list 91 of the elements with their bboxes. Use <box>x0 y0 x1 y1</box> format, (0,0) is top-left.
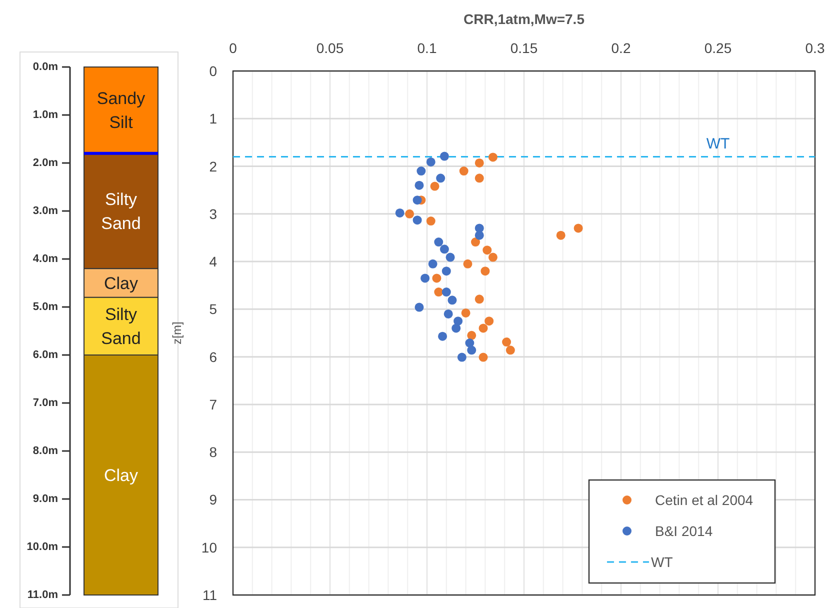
y-tick-label: 11 <box>202 587 218 603</box>
point <box>416 166 426 176</box>
point <box>444 309 453 318</box>
y-tick-label: 6 <box>209 348 218 365</box>
point <box>438 332 448 341</box>
point <box>430 182 440 191</box>
y-tick-label: 3.0m <box>32 205 58 217</box>
point <box>452 324 461 333</box>
point <box>465 338 474 348</box>
point <box>426 157 436 166</box>
point <box>432 274 442 283</box>
legend-label: B&I 2014 <box>655 523 713 539</box>
point <box>474 158 484 168</box>
point <box>506 346 515 355</box>
point <box>471 238 480 247</box>
y-tick-label: 3 <box>209 206 218 222</box>
point <box>467 346 476 355</box>
y-tick-label: 8 <box>209 444 218 460</box>
point <box>405 209 414 218</box>
point <box>461 308 470 318</box>
point <box>484 316 494 326</box>
y-tick-label: 0 <box>209 63 218 79</box>
point <box>428 259 438 268</box>
y-tick-label: 11.0m <box>27 589 58 601</box>
point <box>482 246 492 255</box>
point <box>440 152 449 161</box>
point <box>574 224 583 233</box>
point <box>454 316 463 326</box>
y-tick-label: 2.0m <box>32 157 58 169</box>
point <box>474 230 484 240</box>
text: WT <box>651 554 673 570</box>
point <box>474 294 484 304</box>
point <box>488 152 498 162</box>
legend-label: Cetin et al 2004 <box>655 492 754 508</box>
y-tick-label: 10 <box>201 539 218 556</box>
ref-line-label: WT <box>706 136 730 153</box>
point <box>478 352 488 362</box>
point <box>442 266 451 276</box>
y-tick-label: 7 <box>209 396 218 412</box>
point <box>434 238 444 247</box>
point <box>556 230 566 240</box>
y-tick-label: 4.0m <box>32 253 58 265</box>
x-axis-title: CRR,1atm,Mw=7.5 <box>464 11 585 27</box>
y-tick-label: 5 <box>209 301 218 318</box>
y-tick-label: 9.0m <box>32 493 58 505</box>
point <box>478 324 488 333</box>
y-tick-label: 4 <box>209 254 218 270</box>
point <box>440 244 449 254</box>
point <box>395 208 404 218</box>
point <box>414 302 424 312</box>
point <box>488 252 498 262</box>
point <box>467 330 476 340</box>
y-tick-label: 7.0m <box>32 397 58 409</box>
point <box>434 288 444 297</box>
series-label: Clay <box>104 466 138 484</box>
point <box>502 338 512 347</box>
point <box>420 274 430 283</box>
series-label: Clay <box>104 274 138 292</box>
point <box>412 196 422 205</box>
point <box>426 216 436 226</box>
y-tick-label: 2 <box>209 158 218 174</box>
point <box>457 352 466 362</box>
point <box>442 288 451 297</box>
point <box>414 180 424 190</box>
point <box>436 174 446 183</box>
point <box>474 174 484 183</box>
x-tick-label: 0.2 <box>611 40 631 56</box>
y-tick-label: 6.0m <box>32 349 58 361</box>
series-label: Silty Sand <box>101 190 141 232</box>
y-tick-label: 10.0m <box>26 541 58 553</box>
x-tick-label: 0 <box>229 40 238 56</box>
y-tick-label: 8.0m <box>32 445 58 457</box>
x-tick-label: 0.15 <box>510 40 538 56</box>
point <box>480 266 490 276</box>
y-tick-label: 0.0m <box>32 61 58 73</box>
x-tick-label: 0.25 <box>704 40 732 56</box>
x-tick-label: 0.1 <box>417 40 437 56</box>
x-tick-label: 0.05 <box>316 40 344 56</box>
y-axis-title: z[m] <box>170 322 184 344</box>
x-tick-label: 0.3 <box>805 40 825 56</box>
point <box>412 216 422 225</box>
point <box>459 166 468 176</box>
point <box>448 296 457 305</box>
y-tick-label: 9 <box>209 492 218 508</box>
point <box>446 252 455 262</box>
series-label: Silty Sand <box>101 304 141 348</box>
y-tick-label: 5.0m <box>32 301 58 313</box>
y-tick-label: 1 <box>209 110 218 127</box>
point <box>463 259 472 268</box>
y-tick-label: 1.0m <box>32 109 58 121</box>
series-label: Sandy Silt <box>96 88 146 132</box>
